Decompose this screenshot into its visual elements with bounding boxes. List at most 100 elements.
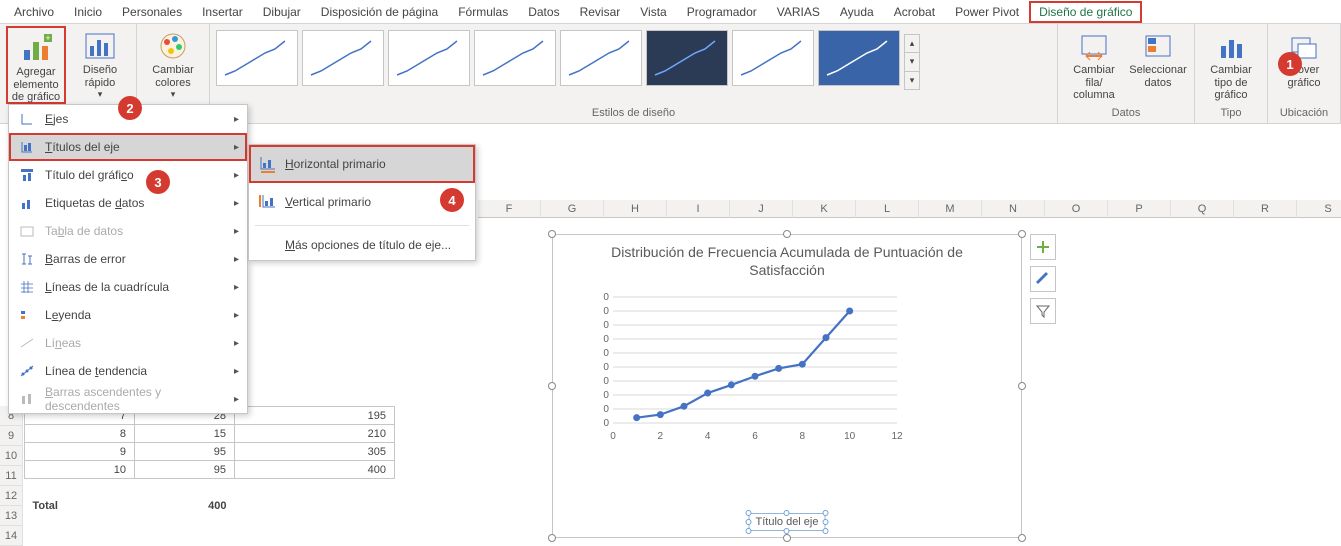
axes-icon	[17, 111, 37, 127]
tab-programador[interactable]: Programador	[677, 1, 767, 23]
row-header[interactable]: 10	[0, 446, 23, 466]
tab-varias[interactable]: VARIAS	[767, 1, 830, 23]
tab-vista[interactable]: Vista	[630, 1, 676, 23]
menu-lineas: Líneas ▸	[9, 329, 247, 357]
embedded-chart[interactable]: Distribución de Frecuencia Acumulada de …	[552, 234, 1022, 538]
col-header[interactable]: N	[982, 200, 1045, 218]
tab-revisar[interactable]: Revisar	[570, 1, 631, 23]
chevron-right-icon: ▸	[234, 282, 239, 293]
col-header[interactable]: S	[1297, 200, 1341, 218]
menu-etiquetas-datos[interactable]: Etiquetas de datos ▸	[9, 189, 247, 217]
tab-archivo[interactable]: Archivo	[4, 1, 64, 23]
svg-text:8: 8	[800, 431, 806, 442]
chart-style-6[interactable]	[646, 30, 728, 86]
chart-style-5[interactable]	[560, 30, 642, 86]
col-header[interactable]: Q	[1171, 200, 1234, 218]
col-header[interactable]: R	[1234, 200, 1297, 218]
change-colors-button[interactable]: Cambiar colores ▾	[143, 26, 203, 104]
menu-tendencia[interactable]: Línea de tendencia ▸	[9, 357, 247, 385]
chart-elements-button[interactable]	[1030, 234, 1056, 260]
tab-inicio[interactable]: Inicio	[64, 1, 112, 23]
resize-handle[interactable]	[783, 230, 791, 238]
add-chart-element-button[interactable]: + Agregar elemento de gráfico ▾	[6, 26, 66, 104]
change-chart-type-button[interactable]: Cambiar tipo de gráfico	[1201, 26, 1261, 104]
menu-cuadricula[interactable]: Líneas de la cuadrícula ▸	[9, 273, 247, 301]
chart-style-2[interactable]	[302, 30, 384, 86]
chart-style-4[interactable]	[474, 30, 556, 86]
row-header[interactable]: 14	[0, 526, 23, 546]
gridlines-icon	[17, 279, 37, 295]
col-header[interactable]: K	[793, 200, 856, 218]
resize-handle[interactable]	[783, 534, 791, 542]
group-chart-styles: ▴ ▾ ▾ Estilos de diseño	[210, 24, 1058, 123]
row-header[interactable]: 9	[0, 426, 23, 446]
chart-title[interactable]: Distribución de Frecuencia Acumulada de …	[553, 235, 1021, 283]
submenu-mas-opciones[interactable]: Más opciones de título de eje...	[249, 230, 475, 260]
tab-datos[interactable]: Datos	[518, 1, 569, 23]
svg-text:6: 6	[752, 431, 758, 442]
gallery-scroll-down[interactable]: ▾	[905, 53, 919, 71]
col-header[interactable]: G	[541, 200, 604, 218]
resize-handle[interactable]	[1018, 230, 1026, 238]
chart-style-3[interactable]	[388, 30, 470, 86]
col-header[interactable]: J	[730, 200, 793, 218]
chart-style-1[interactable]	[216, 30, 298, 86]
col-header[interactable]: F	[478, 200, 541, 218]
tab-dibujar[interactable]: Dibujar	[253, 1, 311, 23]
svg-text:400: 400	[603, 306, 609, 317]
submenu-horizontal-primario[interactable]: Horizontal primario	[249, 145, 475, 183]
svg-text:100: 100	[603, 390, 609, 401]
axis-title-selected[interactable]: Título del eje	[749, 513, 826, 531]
quick-layout-label: Diseño rápido	[70, 64, 130, 89]
tab-insertar[interactable]: Insertar	[192, 1, 253, 23]
row-header[interactable]: 11	[0, 466, 23, 486]
table-total-row	[25, 479, 395, 497]
tab-disposicion[interactable]: Disposición de página	[311, 1, 448, 23]
resize-handle[interactable]	[548, 534, 556, 542]
svg-text:0: 0	[603, 418, 609, 429]
resize-handle[interactable]	[548, 382, 556, 390]
menu-titulos-eje[interactable]: Títulos del eje ▸	[9, 133, 247, 161]
tab-acrobat[interactable]: Acrobat	[884, 1, 945, 23]
gallery-scroll-up[interactable]: ▴	[905, 35, 919, 53]
data-table-icon	[17, 223, 37, 239]
col-header[interactable]: O	[1045, 200, 1108, 218]
tab-diseno-grafico[interactable]: Diseño de gráfico	[1029, 1, 1142, 23]
chevron-right-icon: ▸	[234, 198, 239, 209]
chart-style-7[interactable]	[732, 30, 814, 86]
annotation-4: 4	[440, 188, 464, 212]
row-header[interactable]: 13	[0, 506, 23, 526]
tab-ayuda[interactable]: Ayuda	[830, 1, 884, 23]
resize-handle[interactable]	[1018, 534, 1026, 542]
chart-filters-button[interactable]	[1030, 298, 1056, 324]
svg-text:300: 300	[603, 334, 609, 345]
resize-handle[interactable]	[548, 230, 556, 238]
tab-powerpivot[interactable]: Power Pivot	[945, 1, 1029, 23]
menu-barras-error[interactable]: Barras de error ▸	[9, 245, 247, 273]
switch-row-column-button[interactable]: Cambiar fila/ columna	[1064, 26, 1124, 104]
col-header[interactable]: M	[919, 200, 982, 218]
svg-text:0: 0	[610, 431, 616, 442]
switch-row-column-icon	[1078, 30, 1110, 62]
tab-formulas[interactable]: Fórmulas	[448, 1, 518, 23]
col-header[interactable]: L	[856, 200, 919, 218]
select-data-button[interactable]: Seleccionar datos	[1128, 26, 1188, 104]
quick-layout-button[interactable]: Diseño rápido ▾	[70, 26, 130, 104]
menu-titulo-grafico[interactable]: Título del gráfico ▸	[9, 161, 247, 189]
chart-title-icon	[17, 167, 37, 183]
gallery-more[interactable]: ▾	[905, 72, 919, 89]
trendline-icon	[17, 363, 37, 379]
menu-leyenda[interactable]: Leyenda ▸	[9, 301, 247, 329]
resize-handle[interactable]	[1018, 382, 1026, 390]
chart-plot-area[interactable]: 050100150200250300350400450024681012	[603, 293, 903, 443]
svg-text:2: 2	[658, 431, 664, 442]
col-header[interactable]: P	[1108, 200, 1171, 218]
col-header[interactable]: I	[667, 200, 730, 218]
chart-styles-button[interactable]	[1030, 266, 1056, 292]
tab-personales[interactable]: Personales	[112, 1, 192, 23]
col-header[interactable]: H	[604, 200, 667, 218]
chevron-right-icon: ▸	[234, 170, 239, 181]
vertical-axis-icon	[257, 191, 277, 213]
row-header[interactable]: 12	[0, 486, 23, 506]
chart-style-8[interactable]	[818, 30, 900, 86]
